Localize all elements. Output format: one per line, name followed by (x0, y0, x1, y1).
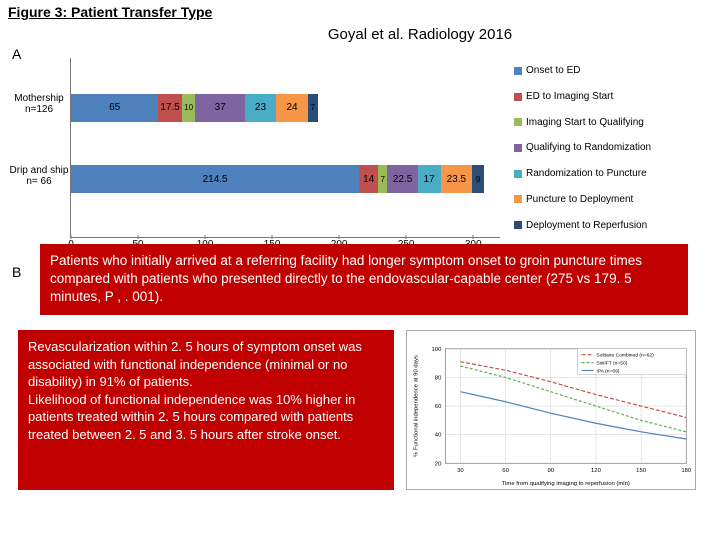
bar-row: 6517.5103723247 (71, 94, 318, 122)
legend-swatch (514, 170, 522, 178)
bar-segment: 22.5 (387, 165, 417, 193)
legend-item: Onset to ED (514, 65, 705, 76)
svg-text:100: 100 (432, 347, 443, 353)
legend-swatch (514, 93, 522, 101)
legend-label: Randomization to Puncture (526, 168, 647, 179)
bar-segment: 17 (418, 165, 441, 193)
panel-b-label: B (12, 264, 21, 280)
svg-text:80: 80 (435, 375, 442, 381)
bar-segment: 7 (378, 165, 387, 193)
svg-text:60: 60 (435, 404, 442, 410)
svg-text:120: 120 (591, 468, 602, 474)
figure-title: Figure 3: Patient Transfer Type (0, 0, 720, 24)
bar-segment: 7 (308, 94, 317, 122)
svg-text:150: 150 (636, 468, 647, 474)
svg-text:SWIFT (n=50): SWIFT (n=50) (596, 361, 627, 367)
svg-text:20: 20 (435, 461, 442, 467)
legend-item: Imaging Start to Qualifying (514, 117, 705, 128)
category-label: Mothershipn=126 (8, 93, 70, 115)
legend: Onset to ED ED to Imaging Start Imaging St… (500, 58, 705, 238)
svg-text:40: 40 (435, 433, 442, 439)
svg-text:% Functional independence at 9: % Functional independence at 90 days (414, 355, 420, 457)
legend-label: Onset to ED (526, 65, 580, 76)
legend-swatch (514, 118, 522, 126)
legend-item: Qualifying to Randomization (514, 142, 705, 153)
legend-item: Deployment to Reperfusion (514, 220, 705, 231)
bar-segment: 24 (276, 94, 308, 122)
textbox-1: Patients who initially arrived at a refe… (40, 244, 688, 315)
bar-segment: 214.5 (71, 165, 359, 193)
bar-segment: 65 (71, 94, 158, 122)
legend-label: Qualifying to Randomization (526, 142, 651, 153)
legend-item: Randomization to Puncture (514, 168, 705, 179)
bar-segment: 23 (245, 94, 276, 122)
legend-swatch (514, 67, 522, 75)
bar-segment: 10 (182, 94, 195, 122)
svg-text:180: 180 (681, 468, 692, 474)
bar-segment: 23.5 (441, 165, 473, 193)
legend-label: Puncture to Deployment (526, 194, 633, 205)
bar-row: 214.514722.51723.59 (71, 165, 484, 193)
legend-item: ED to Imaging Start (514, 91, 705, 102)
svg-text:60: 60 (502, 468, 509, 474)
svg-text:Time from qualifying imaging t: Time from qualifying imaging to reperfus… (502, 481, 630, 487)
legend-label: ED to Imaging Start (526, 91, 613, 102)
citation: Goyal et al. Radiology 2016 (120, 24, 720, 49)
category-label: Drip and shipn= 66 (8, 165, 70, 187)
legend-item: Puncture to Deployment (514, 194, 705, 205)
bar-segment: 17.5 (158, 94, 182, 122)
svg-text:IPA (n=69): IPA (n=69) (596, 368, 619, 374)
bar-segment: 14 (359, 165, 378, 193)
legend-label: Deployment to Reperfusion (526, 220, 647, 231)
legend-swatch (514, 144, 522, 152)
mini-line-chart: 20 40 60 80 100 30 60 90 120 150 180 Solitaire Comb… (406, 330, 696, 490)
svg-text:30: 30 (457, 468, 464, 474)
svg-text:90: 90 (547, 468, 554, 474)
legend-swatch (514, 195, 522, 203)
stacked-bar-chart: Mothershipn=126Drip and shipn= 66 050100… (8, 58, 712, 238)
bar-segment: 37 (195, 94, 245, 122)
textbox-2: Revascularization within 2. 5 hours of s… (18, 330, 394, 490)
bar-segment: 9 (472, 165, 484, 193)
legend-label: Imaging Start to Qualifying (526, 117, 644, 128)
svg-text:Solitaire Combined (n=62): Solitaire Combined (n=62) (596, 353, 654, 359)
legend-swatch (514, 221, 522, 229)
